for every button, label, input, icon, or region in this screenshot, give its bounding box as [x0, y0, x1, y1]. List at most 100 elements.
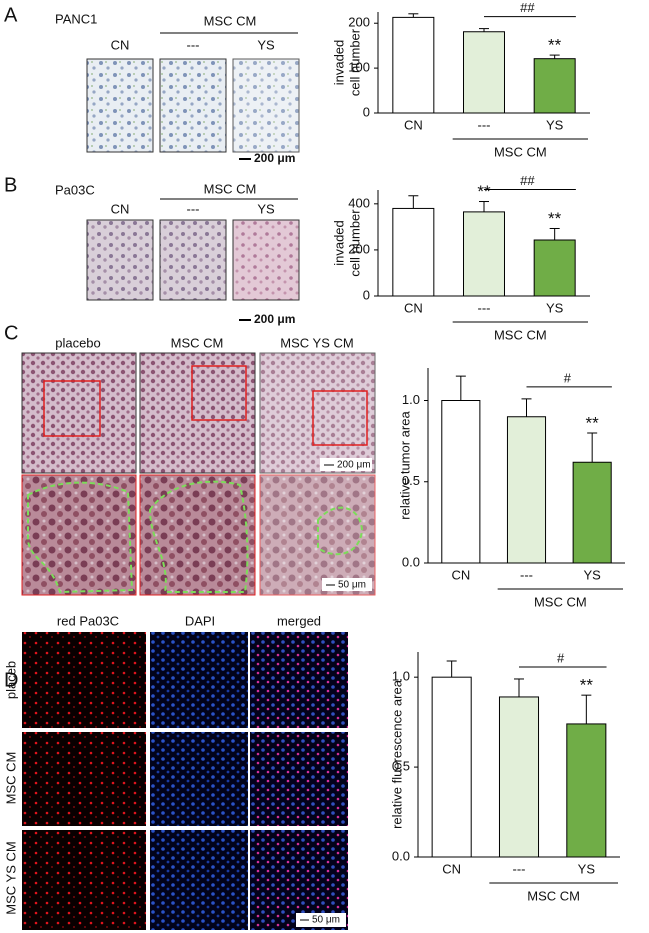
- x-tick-label: CN: [404, 300, 423, 315]
- column-label: placebo: [55, 335, 101, 350]
- group-label: MSC CM: [204, 181, 257, 196]
- micrograph: [259, 352, 376, 474]
- bar: [572, 461, 612, 564]
- zoom-box: [312, 390, 368, 446]
- bracket-label: ##: [520, 0, 535, 15]
- row-label: MSC YS CM: [3, 841, 18, 914]
- y-axis-label: invaded: [331, 220, 346, 266]
- x-tick-label: CN: [404, 117, 423, 132]
- y-tick-label: 100: [348, 60, 370, 75]
- bracket-label: ##: [520, 173, 535, 188]
- scale-label: 50 μm: [338, 580, 366, 591]
- panel-label: C: [4, 322, 18, 344]
- bar: [431, 676, 472, 858]
- zoom-box: [191, 365, 247, 421]
- y-tick-label: 0: [363, 287, 370, 302]
- y-tick-label: 1.0: [402, 392, 420, 407]
- column-label: ---: [187, 201, 200, 216]
- column-label: merged: [277, 613, 321, 628]
- bar: [392, 207, 435, 297]
- x-tick-label: CN: [442, 861, 461, 876]
- cell-line: PANC1: [55, 11, 97, 26]
- bar: [463, 211, 505, 297]
- group-label: MSC CM: [494, 327, 547, 342]
- column-label: MSC CM: [171, 335, 224, 350]
- micrograph: [250, 732, 348, 826]
- x-tick-label: ---: [513, 861, 526, 876]
- y-tick-label: 0.5: [392, 759, 410, 774]
- column-label: CN: [111, 37, 130, 52]
- micrograph: [150, 830, 248, 930]
- y-tick-label: 200: [348, 241, 370, 256]
- micrograph: [22, 830, 146, 930]
- bar: [533, 239, 576, 297]
- significance: **: [580, 676, 594, 695]
- micrograph: [159, 219, 227, 301]
- micrograph: [21, 352, 137, 474]
- bar: [392, 16, 435, 114]
- x-tick-label: YS: [578, 861, 596, 876]
- column-label: YS: [257, 201, 275, 216]
- micrograph: [150, 732, 248, 826]
- y-axis-label: cell number: [347, 28, 362, 96]
- bar: [441, 400, 481, 564]
- micrograph: [150, 632, 248, 728]
- y-tick-label: 400: [348, 195, 370, 210]
- column-label: YS: [257, 37, 275, 52]
- zoom-box: [43, 380, 101, 437]
- y-tick-label: 0.0: [392, 848, 410, 863]
- scale-label: 200 μm: [337, 460, 371, 471]
- x-tick-label: ---: [478, 300, 491, 315]
- micrograph: [86, 58, 154, 153]
- significance: **: [548, 209, 562, 228]
- column-label: ---: [187, 37, 200, 52]
- scale-label: 50 μm: [312, 915, 340, 926]
- micrograph: [232, 219, 300, 301]
- bar: [533, 58, 576, 114]
- significance: **: [586, 413, 600, 432]
- y-tick-label: 1.0: [392, 669, 410, 684]
- scale-label: 200 μm: [254, 151, 295, 165]
- scale-label: 200 μm: [254, 312, 295, 326]
- panel-label: D: [4, 669, 18, 691]
- significance: **: [477, 182, 491, 201]
- bar: [566, 723, 607, 858]
- bracket-label: #: [564, 370, 572, 385]
- group-label: MSC CM: [494, 144, 547, 159]
- fluorescence-grid: [22, 632, 348, 930]
- y-tick-label: 0.0: [402, 554, 420, 569]
- cell-line: Pa03C: [55, 182, 95, 197]
- y-axis-label: cell number: [347, 209, 362, 277]
- micrograph: [21, 474, 137, 596]
- y-tick-label: 0.5: [402, 473, 420, 488]
- tumor-outline: [148, 480, 249, 593]
- group-label: MSC CM: [534, 594, 587, 609]
- y-axis-label: relative tumor area: [397, 411, 412, 520]
- scale-bg: [322, 578, 372, 591]
- panel-label: A: [4, 4, 18, 26]
- column-label: DAPI: [185, 613, 215, 628]
- row-label: placeb: [3, 661, 18, 699]
- x-tick-label: ---: [520, 567, 533, 582]
- micrograph: [139, 474, 256, 596]
- tumor-outline: [317, 506, 364, 556]
- micrograph: [232, 58, 300, 153]
- bar: [463, 31, 505, 114]
- y-tick-label: 0: [363, 104, 370, 119]
- row-label: MSC CM: [3, 752, 18, 805]
- tumor-outline: [27, 481, 134, 594]
- micrograph: [139, 352, 256, 474]
- column-label: MSC YS CM: [280, 335, 353, 350]
- x-tick-label: CN: [451, 567, 470, 582]
- micrograph: [250, 632, 348, 728]
- y-axis-label: relative fluorescence area: [389, 679, 404, 829]
- micrograph: [86, 219, 154, 301]
- micrograph: [22, 732, 146, 826]
- group-label: MSC CM: [527, 888, 580, 903]
- bracket-label: #: [557, 650, 565, 665]
- column-label: red Pa03C: [57, 613, 119, 628]
- x-tick-label: YS: [583, 567, 601, 582]
- x-tick-label: ---: [478, 117, 491, 132]
- bar: [506, 416, 547, 564]
- scale-bg: [320, 458, 372, 471]
